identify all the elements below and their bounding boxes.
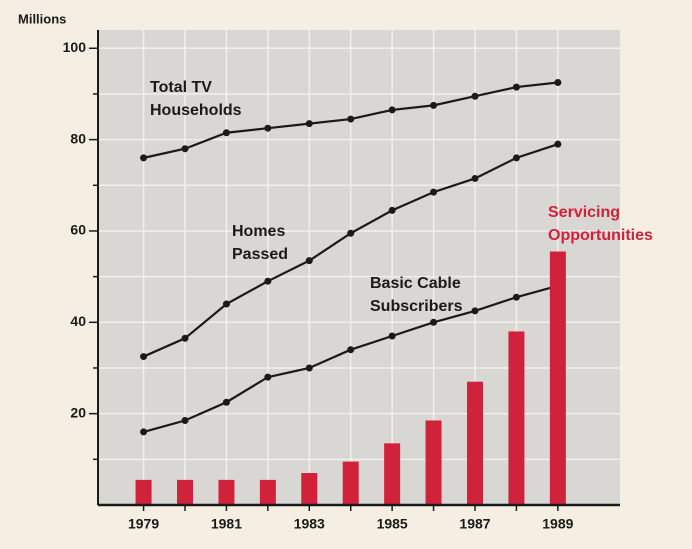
point [347, 115, 355, 123]
bar [259, 479, 276, 505]
point [388, 106, 396, 114]
point [264, 373, 272, 381]
bar [384, 443, 401, 505]
y-tick-label: 20 [70, 404, 86, 420]
point [430, 101, 438, 109]
point [471, 174, 479, 182]
point [512, 293, 520, 301]
point [512, 83, 520, 91]
point [181, 417, 189, 425]
point [305, 257, 313, 265]
series-label: Total TV [150, 79, 212, 96]
x-tick-label: 1983 [294, 516, 325, 532]
point [554, 79, 562, 87]
point [222, 129, 230, 137]
point [305, 120, 313, 128]
bar [177, 479, 193, 505]
point [305, 364, 313, 372]
series-label: Passed [232, 246, 288, 263]
point [430, 188, 438, 196]
bar [549, 251, 566, 505]
y-tick-label: 80 [70, 130, 86, 146]
x-tick-label: 1979 [128, 516, 159, 532]
bar [342, 461, 359, 505]
x-tick-label: 1989 [542, 516, 573, 532]
bar [467, 381, 483, 505]
point [264, 124, 272, 132]
point [222, 398, 230, 406]
series-label: Homes [232, 223, 285, 240]
point [264, 277, 272, 285]
x-tick-label: 1985 [377, 516, 408, 532]
point [140, 353, 148, 361]
bar [425, 420, 442, 505]
bar [508, 331, 525, 505]
point [512, 154, 520, 162]
bar [135, 479, 152, 505]
point [471, 92, 479, 100]
y-tick-label: 100 [63, 39, 87, 55]
y-tick-label: 40 [70, 313, 86, 329]
bar [301, 473, 318, 505]
point [140, 428, 148, 436]
series-label: Households [150, 102, 242, 119]
point [347, 229, 355, 237]
point [140, 154, 148, 162]
point [347, 346, 355, 354]
point [222, 300, 230, 308]
point [181, 334, 189, 342]
series-label: Basic Cable [370, 275, 461, 292]
point [388, 332, 396, 340]
y-tick-label: 60 [70, 222, 86, 238]
point [388, 206, 396, 214]
point [430, 318, 438, 326]
x-tick-label: 1981 [211, 516, 242, 532]
x-tick-label: 1987 [459, 516, 490, 532]
point [554, 140, 562, 148]
point [181, 145, 189, 153]
bar [218, 479, 235, 505]
series-label: Opportunities [548, 227, 653, 244]
series-label: Servicing [548, 204, 620, 221]
series-label: Subscribers [370, 298, 463, 315]
point [471, 307, 479, 315]
y-axis-label: Millions [18, 11, 66, 26]
